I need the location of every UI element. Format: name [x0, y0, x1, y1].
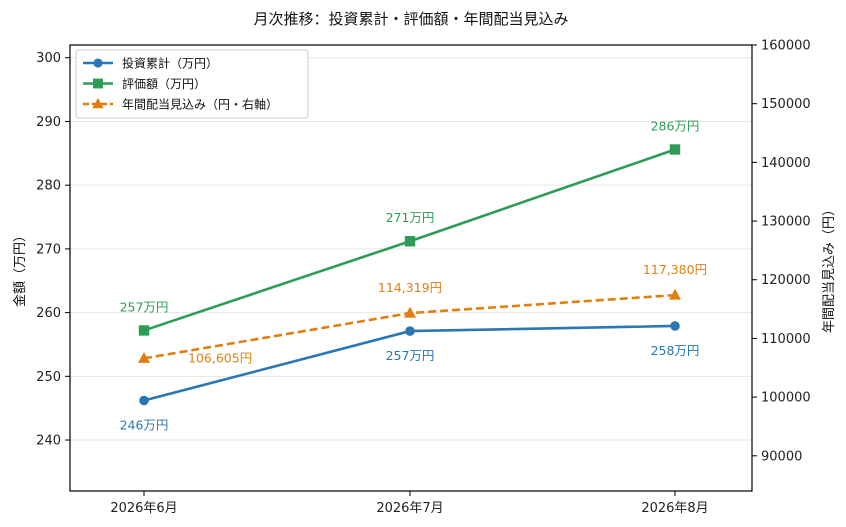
series-2-point-0 — [138, 352, 150, 363]
y-left-tick-label-5: 290 — [36, 115, 61, 130]
legend: 投資累計（万円） 評価額（万円） 年間配当見込み（円・右軸） — [75, 49, 309, 119]
data-label-layer: 246万円 257万円 258万円 257万円 271万円 286万円 106,605円 11… — [120, 118, 708, 432]
data-label-1-0: 257万円 — [120, 299, 169, 314]
series-2-point-1 — [404, 306, 416, 318]
series-0-point-1 — [405, 326, 415, 336]
x-tick-label-1: 2026年7月 — [376, 501, 443, 516]
legend-label-2: 年間配当見込み（円・右軸） — [122, 97, 278, 112]
y-axis-left-label: 金額（万円） — [12, 229, 28, 307]
data-label-2-0: 106,605円 — [188, 350, 252, 365]
series-0-point-0 — [139, 395, 149, 406]
data-label-0-1: 257万円 — [386, 348, 435, 363]
x-tick-label-2: 2026年8月 — [641, 501, 708, 516]
legend-label-0: 投資累計（万円） — [122, 56, 218, 71]
y-right-tick-label-1: 100000 — [761, 391, 811, 406]
y-left-tick-label-2: 260 — [36, 306, 61, 321]
y-left-tick-label-3: 270 — [36, 242, 61, 257]
y-right-tick-label-3: 120000 — [761, 273, 811, 288]
axis-layer: 240 250 260 270 280 290 300 90000 100000 110000 12… — [36, 39, 810, 517]
series-1-point-2 — [669, 144, 681, 155]
y-left-tick-label-4: 280 — [36, 179, 61, 194]
chart-title: 月次推移：投資累計・評価額・年間配当見込み — [253, 10, 568, 28]
y-left-tick-label-6: 300 — [36, 51, 61, 66]
series-layer — [138, 144, 681, 406]
series-2-point-2 — [669, 288, 681, 300]
data-label-1-1: 271万円 — [386, 210, 435, 225]
y-right-tick-label-2: 110000 — [761, 332, 811, 347]
y-right-tick-label-6: 150000 — [761, 97, 811, 112]
legend-marker-1 — [93, 78, 103, 89]
data-label-0-2: 258万円 — [651, 343, 700, 358]
legend-box — [75, 49, 309, 119]
y-right-tick-label-0: 90000 — [761, 449, 802, 464]
data-label-0-0: 246万円 — [120, 418, 169, 433]
x-tick-label-0: 2026年6月 — [110, 501, 177, 516]
plot-frame — [69, 44, 753, 492]
legend-label-1: 評価額（万円） — [122, 76, 206, 91]
series-0-point-2 — [670, 321, 680, 331]
y-left-tick-label-1: 250 — [36, 370, 61, 385]
data-label-2-2: 117,380円 — [643, 262, 707, 277]
y-left-tick-label-0: 240 — [36, 434, 61, 449]
y-right-tick-label-7: 160000 — [761, 39, 811, 54]
y-axis-right-label: 年間配当見込み（円） — [822, 203, 837, 333]
legend-marker-0 — [93, 58, 103, 68]
series-1-point-1 — [404, 236, 416, 247]
series-1-point-0 — [138, 325, 150, 336]
legend-marker-2 — [92, 98, 104, 109]
data-label-2-1: 114,319円 — [378, 280, 442, 295]
data-label-1-2: 286万円 — [651, 118, 700, 133]
y-right-tick-label-4: 130000 — [761, 215, 811, 230]
y-right-tick-label-5: 140000 — [761, 156, 811, 171]
